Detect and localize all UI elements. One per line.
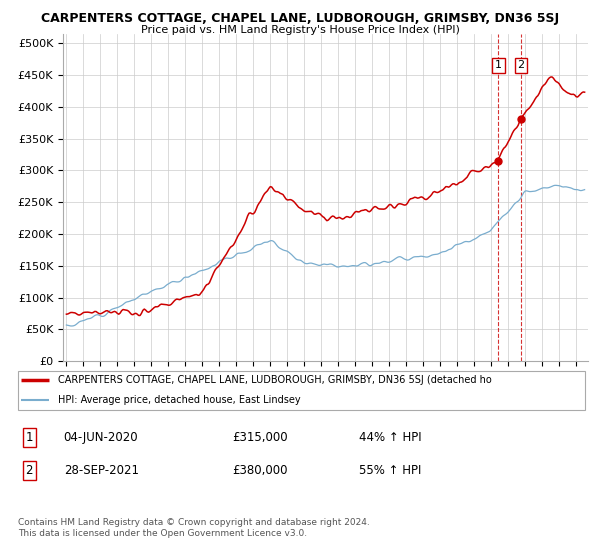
FancyBboxPatch shape <box>18 371 585 410</box>
Text: 04-JUN-2020: 04-JUN-2020 <box>64 431 139 444</box>
Text: £380,000: £380,000 <box>233 464 288 477</box>
Text: 28-SEP-2021: 28-SEP-2021 <box>64 464 139 477</box>
Text: CARPENTERS COTTAGE, CHAPEL LANE, LUDBOROUGH, GRIMSBY, DN36 5SJ (detached ho: CARPENTERS COTTAGE, CHAPEL LANE, LUDBORO… <box>58 375 492 385</box>
Text: 55% ↑ HPI: 55% ↑ HPI <box>359 464 421 477</box>
Text: £315,000: £315,000 <box>233 431 289 444</box>
Text: 44% ↑ HPI: 44% ↑ HPI <box>359 431 421 444</box>
Text: 2: 2 <box>26 464 33 477</box>
Text: Contains HM Land Registry data © Crown copyright and database right 2024.: Contains HM Land Registry data © Crown c… <box>18 518 370 527</box>
Text: HPI: Average price, detached house, East Lindsey: HPI: Average price, detached house, East… <box>58 395 301 405</box>
Text: CARPENTERS COTTAGE, CHAPEL LANE, LUDBOROUGH, GRIMSBY, DN36 5SJ: CARPENTERS COTTAGE, CHAPEL LANE, LUDBORO… <box>41 12 559 25</box>
Text: 1: 1 <box>26 431 33 444</box>
Text: This data is licensed under the Open Government Licence v3.0.: This data is licensed under the Open Gov… <box>18 529 307 538</box>
Text: Price paid vs. HM Land Registry's House Price Index (HPI): Price paid vs. HM Land Registry's House … <box>140 25 460 35</box>
Text: 2: 2 <box>517 60 524 71</box>
Text: 1: 1 <box>495 60 502 71</box>
